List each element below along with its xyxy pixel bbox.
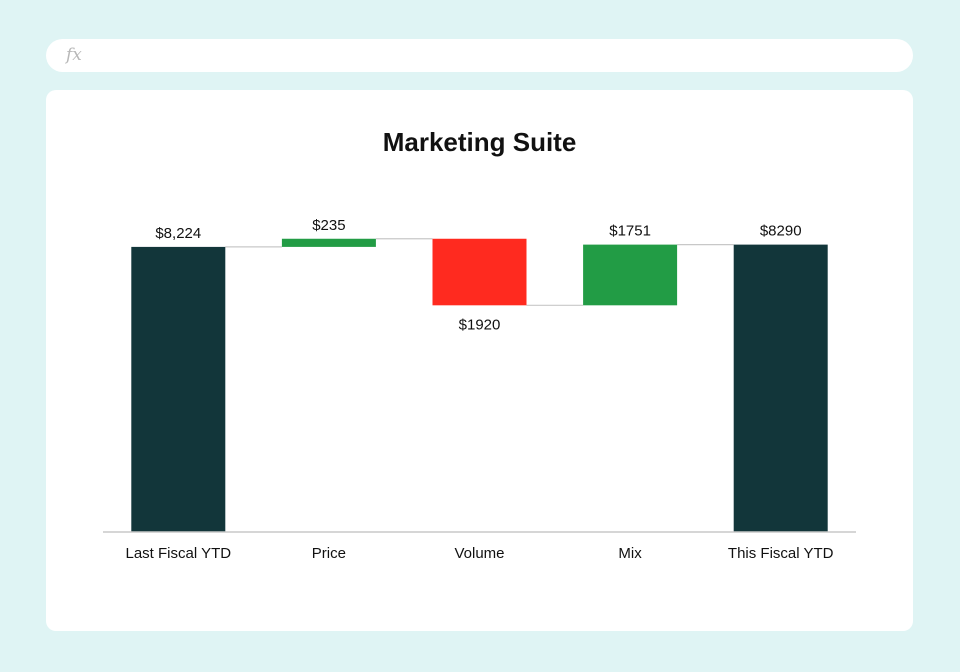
data-labels: $8,224 $235 $1920 $1751 $8290 xyxy=(155,217,801,334)
data-label: $8290 xyxy=(760,223,802,240)
fx-icon: fx xyxy=(66,45,82,65)
bars xyxy=(131,238,828,532)
x-tick-label: Price xyxy=(312,545,346,562)
bar-this-fiscal-ytd xyxy=(733,244,828,532)
bar-volume xyxy=(432,238,527,306)
chart-title: Marketing Suite xyxy=(383,127,577,157)
x-tick-label: Mix xyxy=(618,545,642,562)
waterfall-chart: Marketing Suite $8,224 $235 $1920 $1751 $829… xyxy=(103,127,856,562)
x-tick-label: Last Fiscal YTD xyxy=(126,545,232,562)
data-label: $1920 xyxy=(459,316,501,333)
bar-last-fiscal-ytd xyxy=(131,246,226,532)
x-tick-label: Volume xyxy=(454,545,504,562)
data-label: $8,224 xyxy=(155,225,201,242)
bar-mix xyxy=(583,244,678,306)
formula-bar[interactable]: fx xyxy=(46,39,913,72)
connector-lines xyxy=(225,238,734,306)
chart-card: Marketing Suite $8,224 $235 $1920 $1751 $829… xyxy=(46,90,913,631)
bar-price xyxy=(281,238,376,247)
data-label: $1751 xyxy=(609,223,651,240)
x-tick-label: This Fiscal YTD xyxy=(728,545,834,562)
x-tick-labels: Last Fiscal YTD Price Volume Mix This Fiscal… xyxy=(126,545,834,562)
data-label: $235 xyxy=(312,217,345,234)
